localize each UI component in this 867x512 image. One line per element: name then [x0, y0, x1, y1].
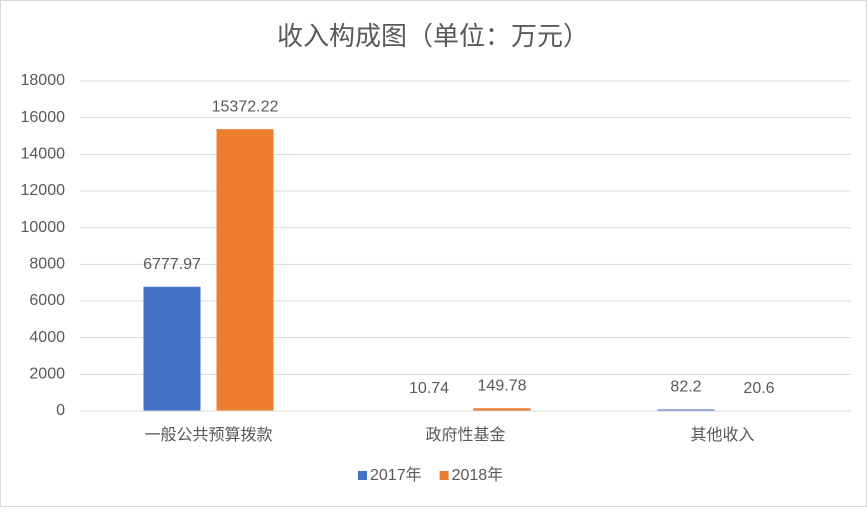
x-tick-label: 一般公共预算拨款 — [144, 425, 272, 444]
x-tick-label: 其他收入 — [690, 426, 754, 444]
y-tick-label: 2000 — [29, 366, 65, 383]
bar — [217, 129, 274, 411]
legend-label: 2018年 — [452, 466, 504, 484]
data-label: 15372.22 — [212, 98, 279, 115]
legend-swatch — [358, 471, 367, 480]
data-label: 6777.97 — [143, 256, 201, 273]
y-tick-label: 0 — [56, 402, 65, 419]
bar — [144, 287, 201, 411]
chart-title: 收入构成图（单位：万元） — [277, 21, 589, 51]
x-tick-label: 政府性基金 — [425, 426, 505, 444]
y-tick-label: 6000 — [29, 292, 65, 309]
y-tick-label: 16000 — [21, 109, 66, 126]
legend-swatch — [440, 471, 449, 480]
data-label: 10.74 — [409, 380, 449, 397]
legend-label: 2017年 — [370, 466, 422, 484]
y-tick-label: 4000 — [29, 329, 65, 346]
data-label: 149.78 — [478, 377, 527, 394]
y-tick-label: 8000 — [29, 256, 65, 273]
data-label: 82.2 — [670, 379, 701, 396]
y-tick-label: 10000 — [21, 219, 66, 236]
y-tick-label: 14000 — [21, 146, 66, 163]
y-tick-label: 12000 — [21, 182, 66, 199]
data-label: 20.6 — [743, 380, 774, 397]
y-tick-label: 18000 — [21, 72, 66, 89]
